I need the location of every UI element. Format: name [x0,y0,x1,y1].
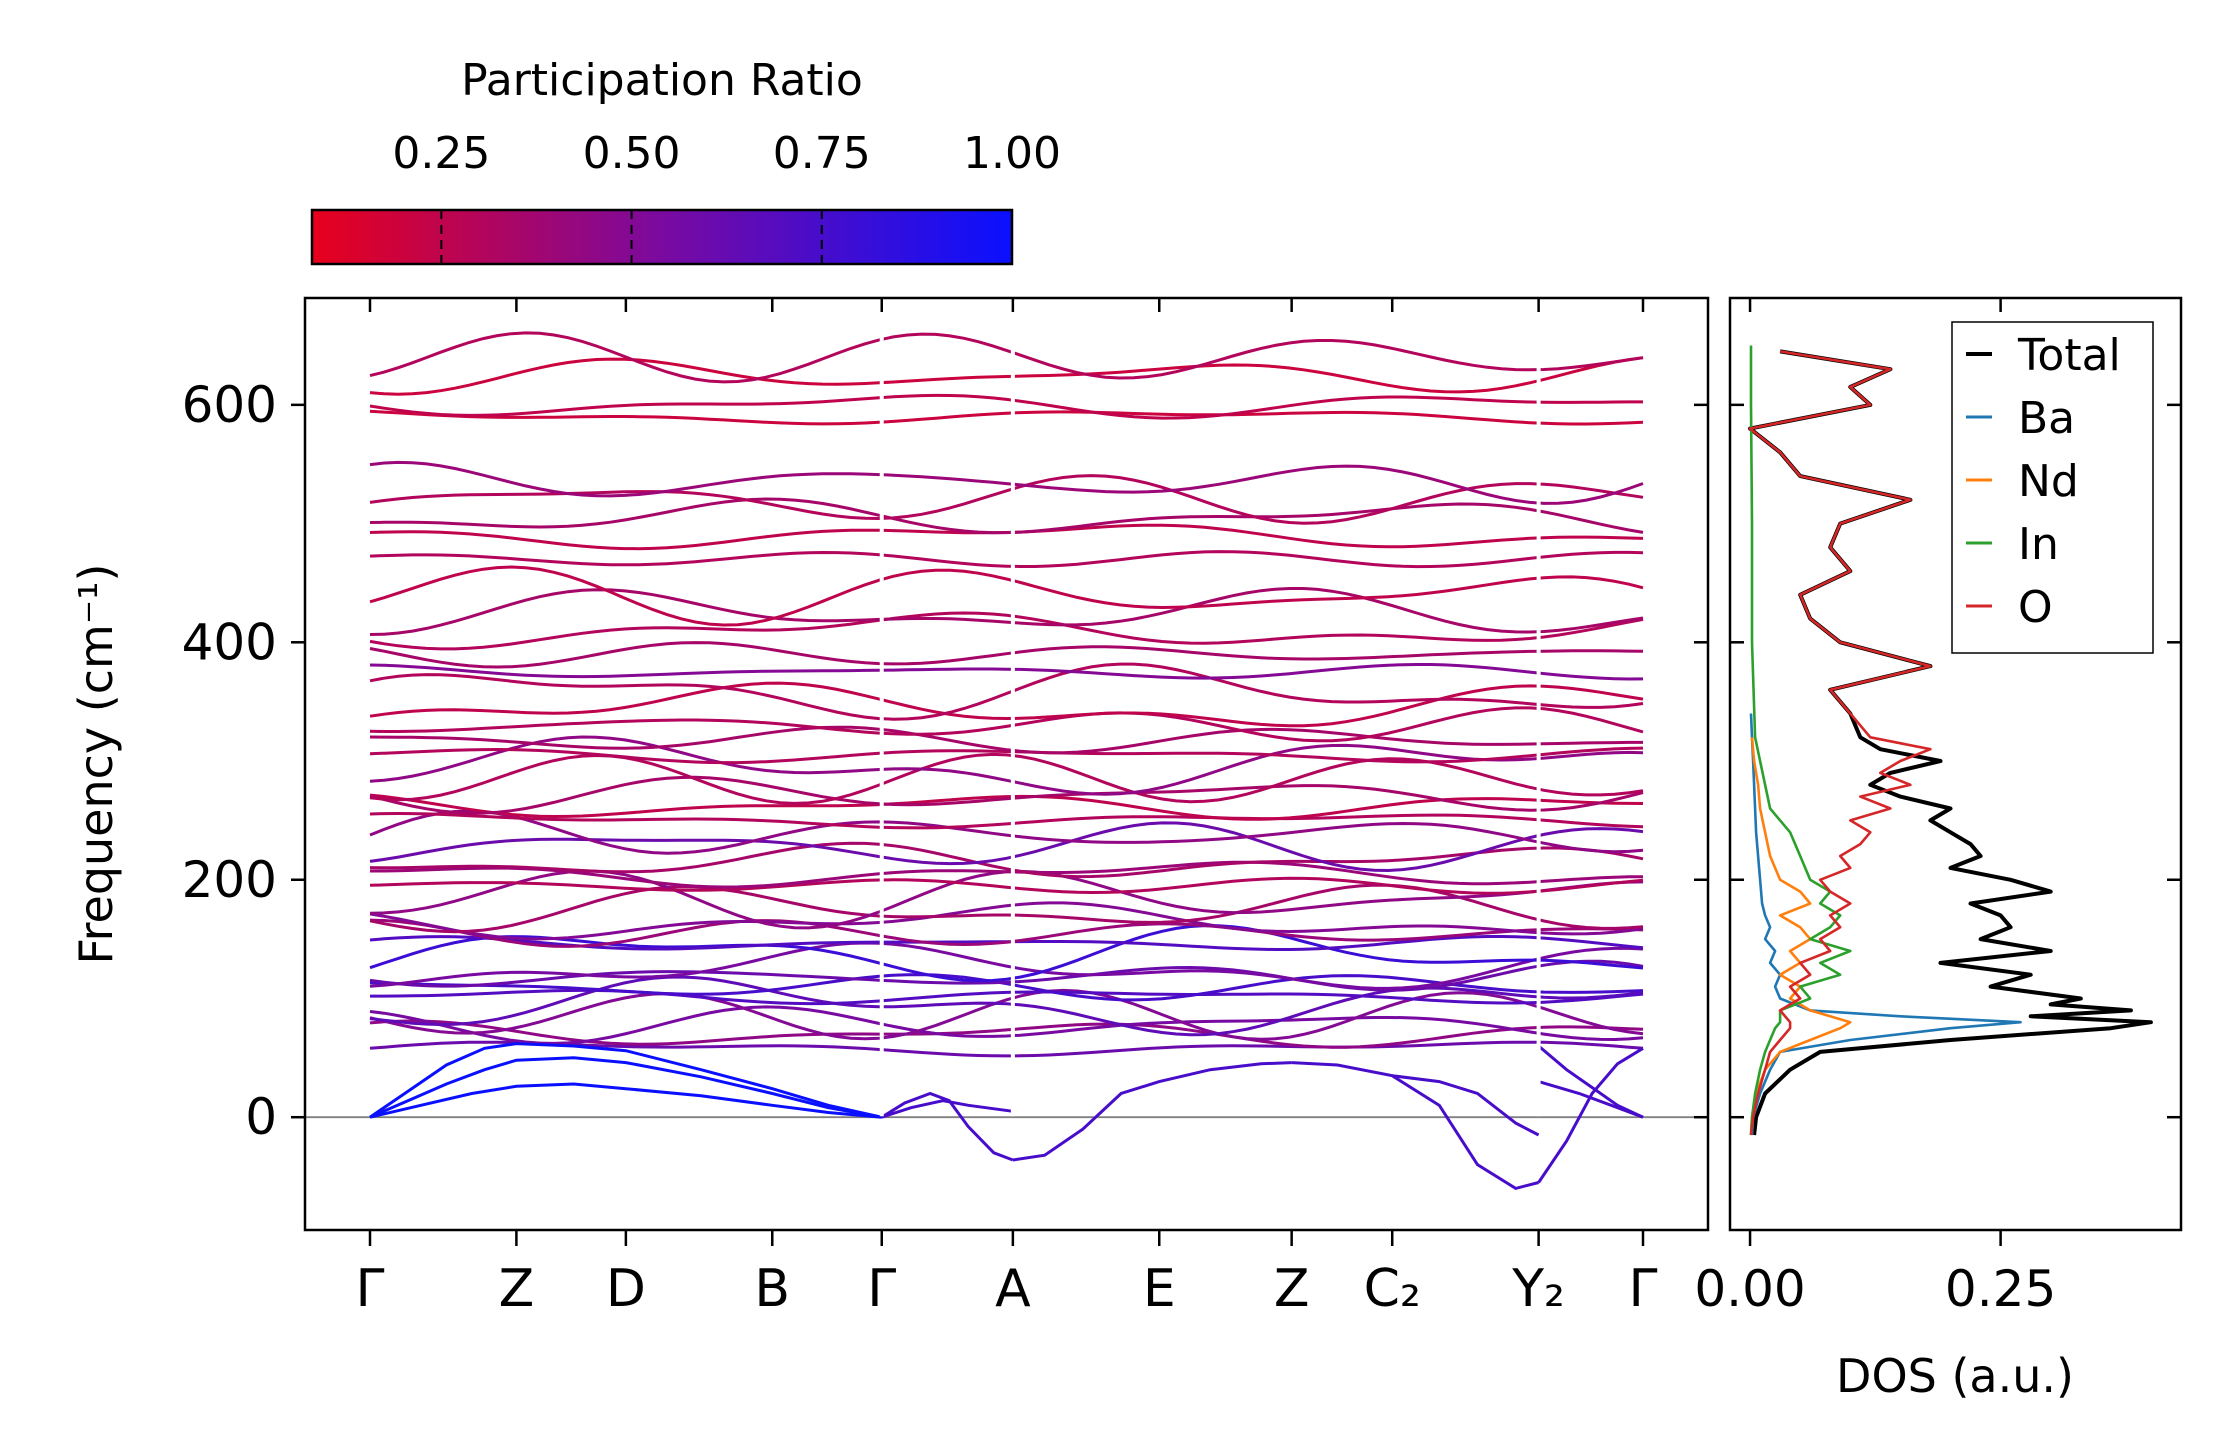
colorbar-tick-label: 0.75 [773,128,871,179]
optical-branch [369,725,1643,755]
dos-x-tick-label: 0.00 [1694,1260,1805,1318]
dos-axis-ticks: 0.00 0.25 [1694,298,2181,1318]
optical-branch [369,901,1644,941]
legend-label-o: O [2018,582,2053,633]
band-axes-frame [303,296,1710,1232]
kpoint-label: Γ [867,1259,896,1319]
optical-branch [369,393,1643,420]
colorbar-tick-label: 0.50 [583,128,681,179]
optical-branch [369,775,1644,815]
optical-branch [369,523,1644,551]
kpoint-label: B [754,1259,790,1319]
colorbar: Participation Ratio 0.25 0.50 0.75 1.00 [310,55,1061,266]
optical-branch [369,793,1644,821]
kpoint-label: Z [1274,1259,1310,1319]
acoustic-branch [1538,1080,1644,1119]
acoustic-branch [1392,1074,1540,1137]
acoustic-branch [1012,1061,1292,1162]
optical-branch [369,611,1644,651]
colorbar-gradient [310,208,1014,266]
legend-box [1951,321,2154,654]
kpoint-label: Γ [1629,1259,1658,1319]
optical-branch [369,918,1644,948]
kpoint-label: E [1143,1259,1176,1319]
optical-branch [369,587,1644,636]
legend-label-total: Total [2017,330,2121,381]
dos-legend: Total Ba Nd In O [1951,321,2154,654]
band-structure-panel: 0 200 400 600 Γ Z D B Γ A E Z C₂ Y₂ Γ Frequency (cm⁻¹… [69,296,1710,1319]
optical-branch [369,356,1644,396]
legend-label-nd: Nd [2018,456,2079,507]
optical-branch [369,924,1644,983]
dos-x-axis-label: DOS (a.u.) [1836,1349,2074,1403]
optical-branch [369,941,1644,990]
dos-axes-frame [1728,296,2183,1232]
legend-label-in: In [2018,519,2059,570]
optical-branch [369,809,1644,855]
y-tick-label: 400 [182,613,277,671]
segment-break [1536,300,1541,1117]
acoustic-branch [369,1082,882,1119]
acoustic-branch [369,1042,883,1119]
kpoint-label: Y₂ [1511,1259,1565,1319]
y-axis-ticks: 0 200 400 600 [182,376,1708,1146]
optical-branch [369,988,1644,1041]
kpoint-label: A [995,1259,1031,1319]
optical-branch [369,565,1644,627]
optical-branch [369,641,1644,669]
dos-line-ba [1749,713,2022,1136]
optical-branch [369,821,1644,873]
y-tick-label: 200 [182,851,277,909]
dos-x-tick-label: 0.25 [1945,1260,2056,1318]
colorbar-label: Participation Ratio [461,55,863,106]
kpoint-label: Γ [356,1259,385,1319]
optical-branch [369,550,1644,569]
acoustic-branch [369,1056,882,1119]
optical-branch [369,1005,1644,1045]
kpoint-label: D [606,1259,646,1319]
legend-label-ba: Ba [2018,393,2075,444]
dos-line-in [1749,345,1852,1136]
colorbar-tick-label: 1.00 [963,128,1061,179]
optical-branch [369,460,1644,505]
optical-branch [369,409,1644,426]
optical-branch [369,662,1644,721]
optical-branch [370,860,1644,889]
optical-branch [369,331,1644,384]
kpoint-label: C₂ [1364,1259,1421,1319]
colorbar-tick-label: 0.25 [392,128,490,179]
optical-branch [369,681,1644,728]
acoustic-branch [1291,1061,1539,1191]
optical-branch [369,811,1644,830]
y-tick-label: 600 [182,376,277,434]
band-lines [369,331,1644,1191]
optical-branch [369,876,1644,895]
y-tick-label: 0 [245,1088,277,1146]
dos-line-o [1748,350,1932,1136]
optical-branch [370,988,1644,1006]
segment-break [879,300,884,1117]
optical-branch [369,735,1644,796]
colorbar-ticks: 0.25 0.50 0.75 1.00 [392,128,1061,264]
acoustic-branch [881,1099,1014,1119]
segment-breaks [879,300,1541,1117]
optical-branch [369,497,1644,535]
optical-branch [369,841,1644,879]
segment-break [1010,300,1015,1117]
optical-branch [369,746,1644,765]
optical-branch [369,663,1644,681]
dos-panel: 0.00 0.25 DOS (a.u.) Total Ba Nd In O [1694,296,2183,1403]
optical-branch [369,706,1644,743]
acoustic-branch [1537,1047,1644,1184]
acoustic-branch [880,1091,1014,1162]
kpoint-label: Z [499,1259,535,1319]
optical-branch [369,869,1644,930]
optical-branch [369,1040,1644,1058]
y-axis-label: Frequency (cm⁻¹) [69,564,123,965]
kpoint-ticks: Γ Z D B Γ A E Z C₂ Y₂ Γ [356,298,1658,1319]
dos-lines [1748,345,2153,1136]
optical-branch [369,474,1644,525]
